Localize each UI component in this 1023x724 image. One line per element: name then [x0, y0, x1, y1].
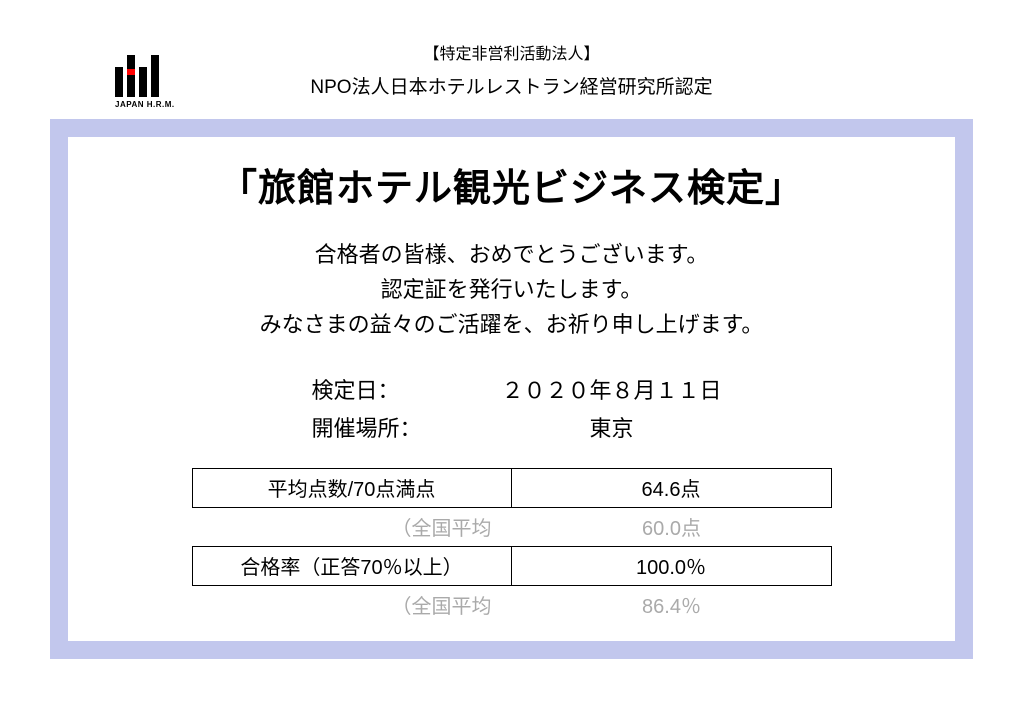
- pass-avg-value: 86.4％: [512, 590, 832, 619]
- date-value: ２０２０年８月１１日: [482, 373, 742, 405]
- date-label: 検定日：: [282, 373, 482, 405]
- stats-table: 平均点数/70点満点 64.6点 （全国平均 60.0点 合格率（正答70％以上…: [192, 468, 832, 624]
- certificate-frame: 「旅館ホテル観光ビジネス検定」 合格者の皆様、おめでとうございます。 認定証を発…: [50, 119, 973, 659]
- header: JAPAN H.R.M. 【特定非営利活動法人】 NPO法人日本ホテルレストラン…: [0, 0, 1023, 99]
- logo-bars-icon: [115, 55, 175, 97]
- score-avg-label: （全国平均: [192, 512, 512, 541]
- pass-label: 合格率（正答70％以上）: [193, 547, 512, 585]
- info-row-place: 開催場所： 東京: [98, 411, 925, 443]
- header-org-type: 【特定非営利活動法人】: [40, 40, 983, 64]
- message-line: 認定証を発行いたします。: [98, 272, 925, 307]
- header-org-name: NPO法人日本ホテルレストラン経営研究所認定: [40, 72, 983, 99]
- place-value: 東京: [482, 411, 742, 443]
- logo-text: JAPAN H.R.M.: [115, 100, 175, 109]
- place-label: 開催場所：: [282, 411, 482, 443]
- avg-row-score: （全国平均 60.0点: [192, 508, 832, 546]
- info-section: 検定日： ２０２０年８月１１日 開催場所： 東京: [98, 373, 925, 443]
- message-block: 合格者の皆様、おめでとうございます。 認定証を発行いたします。 みなさまの益々の…: [98, 237, 925, 343]
- score-avg-value: 60.0点: [512, 512, 832, 541]
- header-text: 【特定非営利活動法人】 NPO法人日本ホテルレストラン経営研究所認定: [40, 30, 983, 99]
- info-row-date: 検定日： ２０２０年８月１１日: [98, 373, 925, 405]
- message-line: みなさまの益々のご活躍を、お祈り申し上げます。: [98, 307, 925, 342]
- score-label: 平均点数/70点満点: [193, 469, 512, 507]
- avg-row-pass: （全国平均 86.4％: [192, 586, 832, 624]
- pass-value: 100.0％: [512, 551, 831, 580]
- score-value: 64.6点: [512, 473, 831, 502]
- stat-row-score: 平均点数/70点満点 64.6点: [192, 468, 832, 508]
- message-line: 合格者の皆様、おめでとうございます。: [98, 237, 925, 272]
- pass-avg-label: （全国平均: [192, 590, 512, 619]
- certificate-title: 「旅館ホテル観光ビジネス検定」: [98, 157, 925, 212]
- logo: JAPAN H.R.M.: [115, 55, 175, 109]
- stat-row-pass: 合格率（正答70％以上） 100.0％: [192, 546, 832, 586]
